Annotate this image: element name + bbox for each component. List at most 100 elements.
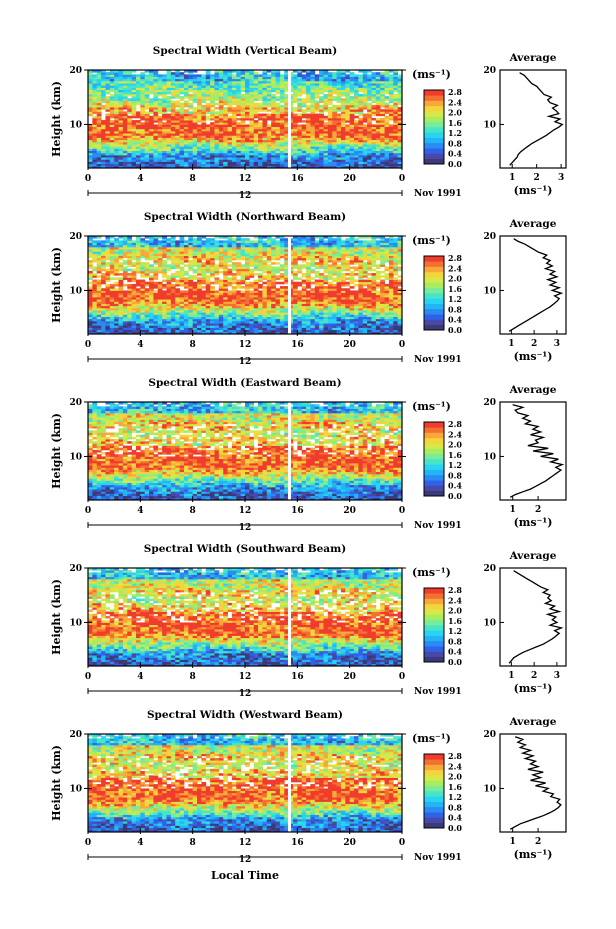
heatmap-cell bbox=[240, 161, 246, 165]
heatmap-cell bbox=[253, 165, 259, 169]
heatmap-cell bbox=[301, 126, 307, 130]
heatmap-cell bbox=[340, 83, 346, 86]
heatmap-cell bbox=[240, 93, 246, 97]
heatmap-cell bbox=[314, 283, 320, 287]
heatmap-cell bbox=[288, 314, 294, 317]
heatmap-cell bbox=[336, 107, 342, 110]
heatmap-cell bbox=[214, 91, 220, 95]
heatmap-cell bbox=[292, 157, 298, 160]
heatmap-cell bbox=[144, 76, 150, 80]
heatmap-cell bbox=[354, 130, 359, 134]
heatmap-cell bbox=[349, 323, 355, 326]
heatmap-cell bbox=[88, 72, 93, 75]
heatmap-cell bbox=[275, 72, 281, 75]
heatmap-cell bbox=[367, 307, 372, 311]
heatmap-cell bbox=[109, 139, 115, 143]
heatmap-cell bbox=[258, 314, 263, 317]
heatmap-cell bbox=[114, 303, 119, 307]
heatmap-cell bbox=[310, 133, 316, 136]
heatmap-cell bbox=[205, 288, 211, 291]
heatmap-cell bbox=[201, 331, 207, 335]
heatmap-cell bbox=[271, 109, 276, 112]
heatmap-cell bbox=[284, 133, 290, 136]
heatmap-cell bbox=[284, 141, 290, 145]
heatmap-cell bbox=[340, 117, 346, 121]
heatmap-cell bbox=[249, 290, 255, 294]
heatmap-cell bbox=[349, 165, 355, 169]
heatmap-cell bbox=[371, 316, 377, 320]
heatmap-cell bbox=[362, 320, 368, 324]
heatmap-cell bbox=[375, 281, 381, 285]
heatmap-cell bbox=[118, 115, 124, 119]
heatmap-cell bbox=[175, 141, 180, 145]
heatmap-cell bbox=[105, 157, 111, 160]
heatmap-cell bbox=[354, 76, 359, 80]
heatmap-cell bbox=[205, 301, 211, 304]
heatmap-cell bbox=[288, 307, 294, 311]
heatmap-cell bbox=[367, 294, 372, 298]
heatmap-cell bbox=[349, 98, 355, 101]
heatmap-cell bbox=[214, 141, 220, 145]
heatmap-cell bbox=[140, 320, 146, 324]
heatmap-cell bbox=[227, 76, 233, 80]
heatmap-cell bbox=[197, 91, 202, 95]
heatmap-cell bbox=[166, 159, 172, 162]
heatmap-cell bbox=[210, 310, 215, 313]
heatmap-cell bbox=[271, 320, 276, 324]
heatmap-cell bbox=[314, 305, 320, 309]
heatmap-cell bbox=[297, 141, 303, 145]
heatmap-cell bbox=[227, 87, 233, 90]
heatmap-cell bbox=[253, 303, 259, 307]
heatmap-cell bbox=[384, 331, 390, 335]
heatmap-cell bbox=[218, 111, 224, 114]
heatmap-cell bbox=[131, 159, 137, 162]
heatmap-cell bbox=[135, 283, 141, 287]
heatmap-cell bbox=[109, 296, 115, 300]
heatmap-cell bbox=[144, 275, 150, 278]
heatmap-cell bbox=[262, 141, 268, 145]
heatmap-cell bbox=[92, 323, 98, 326]
heatmap-cell bbox=[88, 305, 93, 309]
heatmap-cell bbox=[323, 74, 329, 77]
heatmap-cell bbox=[306, 312, 311, 315]
heatmap-cell bbox=[149, 144, 154, 147]
heatmap-cell bbox=[122, 163, 128, 167]
heatmap-cell bbox=[114, 277, 119, 280]
heatmap-cell bbox=[149, 279, 154, 283]
heatmap-cell bbox=[210, 288, 215, 291]
heatmap-cell bbox=[157, 288, 163, 291]
heatmap-cell bbox=[397, 310, 403, 313]
heatmap-cell bbox=[271, 70, 276, 73]
heatmap-cell bbox=[284, 312, 290, 315]
heatmap-cell bbox=[192, 130, 198, 134]
heatmap-cell bbox=[231, 115, 237, 119]
heatmap-cell bbox=[301, 320, 307, 324]
heatmap-cell bbox=[188, 85, 194, 88]
x-tick-label: 0 bbox=[399, 174, 405, 184]
heatmap-cell bbox=[336, 301, 342, 304]
heatmap-cell bbox=[384, 76, 390, 80]
heatmap-cell bbox=[384, 290, 390, 294]
heatmap-cell bbox=[109, 323, 115, 326]
heatmap-cell bbox=[271, 314, 276, 317]
heatmap-cell bbox=[210, 161, 215, 165]
heatmap-cell bbox=[349, 128, 355, 132]
heatmap-cell bbox=[371, 296, 377, 300]
heatmap-cell bbox=[105, 83, 111, 86]
heatmap-cell bbox=[96, 91, 102, 95]
heatmap-cell bbox=[223, 316, 228, 320]
heatmap-cell bbox=[301, 299, 307, 302]
heatmap-cell bbox=[279, 91, 285, 95]
heatmap-cell bbox=[284, 130, 290, 134]
heatmap-cell bbox=[358, 303, 364, 307]
heatmap-cell bbox=[245, 163, 250, 167]
heatmap-cell bbox=[105, 307, 111, 311]
heatmap-cell bbox=[332, 323, 337, 326]
heatmap-cell bbox=[249, 163, 255, 167]
heatmap-cell bbox=[96, 275, 102, 278]
heatmap-cell bbox=[109, 152, 115, 156]
heatmap-cell bbox=[306, 331, 311, 335]
heatmap-cell bbox=[153, 98, 159, 101]
heatmap-cell bbox=[292, 307, 298, 311]
heatmap-cell bbox=[153, 283, 159, 287]
